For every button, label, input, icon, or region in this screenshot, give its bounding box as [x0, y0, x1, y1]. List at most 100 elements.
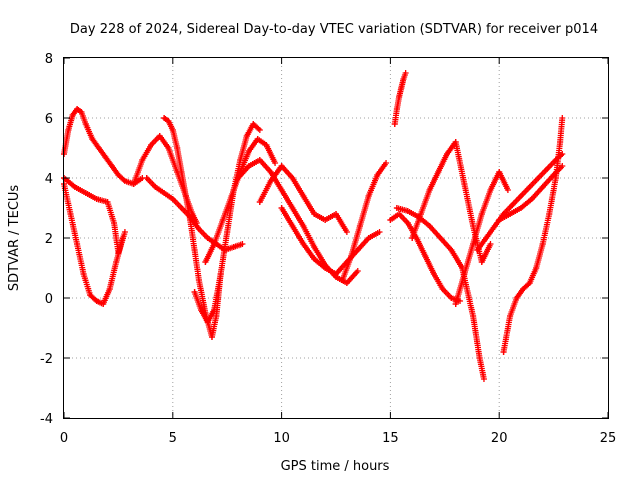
data-point [278, 163, 285, 169]
data-point [383, 160, 390, 166]
data-point [504, 187, 511, 193]
data-point [426, 187, 433, 193]
data-point [71, 184, 78, 190]
data-point [65, 127, 72, 133]
data-point [343, 229, 350, 235]
data-point [426, 223, 433, 229]
data-point [217, 271, 224, 277]
data-point [535, 175, 542, 181]
data-point [80, 271, 87, 277]
data-point [478, 211, 485, 217]
data-point [204, 235, 211, 241]
series-satellite-track-11 [278, 205, 383, 277]
data-point [169, 196, 176, 202]
data-point [219, 217, 226, 223]
data-point [202, 259, 209, 265]
data-point [491, 223, 498, 229]
series-satellite-track-5 [161, 115, 224, 340]
data-point [452, 301, 459, 307]
data-point [343, 280, 350, 286]
series-satellite-track-17 [452, 169, 511, 307]
series-satellite-track-19 [500, 115, 566, 355]
y-tick-label: 6 [45, 112, 53, 127]
data-point [526, 184, 533, 190]
data-point [139, 157, 146, 163]
data-point [93, 196, 100, 202]
data-point [333, 211, 339, 217]
data-point [187, 214, 194, 220]
data-point [396, 94, 403, 100]
data-point [520, 286, 527, 292]
data-point [198, 307, 205, 313]
data-point [387, 217, 394, 223]
data-point [250, 121, 257, 127]
series-satellite-track-1 [61, 106, 146, 187]
data-point [178, 169, 185, 175]
data-point [121, 229, 128, 235]
data-point [100, 301, 107, 307]
data-point [517, 193, 524, 199]
data-point [513, 295, 520, 301]
data-point [224, 229, 231, 235]
data-point [507, 313, 514, 319]
series-satellite-track-13 [391, 70, 409, 127]
data-point [409, 235, 416, 241]
data-point [393, 205, 400, 211]
data-point [256, 199, 263, 205]
y-tick-label: 2 [45, 232, 53, 247]
y-tick-label: -4 [40, 412, 53, 427]
x-tick-label: 0 [60, 431, 68, 446]
plot-frame [63, 57, 609, 419]
data-point [74, 106, 81, 112]
y-tick-label: 4 [45, 172, 53, 187]
data-point [208, 334, 215, 340]
series-markers [500, 117, 566, 355]
y-axis-label: SDTVAR / TECUs [7, 185, 22, 292]
data-point [500, 349, 507, 355]
data-point [278, 205, 285, 211]
data-point [300, 223, 307, 229]
data-point [544, 166, 551, 172]
data-point [517, 205, 524, 211]
data-point [148, 142, 155, 148]
data-point [102, 154, 109, 160]
data-point [267, 169, 274, 175]
data-point [182, 193, 189, 199]
data-point [256, 157, 263, 163]
series-satellite-track-6 [143, 175, 246, 253]
data-point [300, 241, 307, 247]
y-tick-label: 8 [45, 52, 53, 67]
data-point [165, 145, 172, 151]
data-point [254, 136, 261, 142]
data-point [348, 253, 355, 259]
data-point [478, 259, 485, 265]
data-point [178, 205, 185, 211]
series-satellite-track-10 [256, 163, 350, 235]
data-point [480, 376, 487, 382]
data-point [230, 244, 237, 250]
series-satellite-track-14 [387, 211, 464, 304]
grid [64, 58, 608, 418]
data-point [111, 220, 118, 226]
data-point [507, 211, 514, 217]
data-point [402, 70, 409, 76]
data-point [82, 190, 89, 196]
series-markers [61, 106, 144, 187]
x-tick-label: 10 [273, 431, 290, 446]
data-point [474, 247, 481, 253]
x-axis-label: GPS time / hours [281, 459, 390, 474]
series-satellite-track-12 [339, 160, 390, 283]
data-point [376, 229, 383, 235]
data-point [448, 295, 455, 301]
data-point [311, 211, 318, 217]
data-point [398, 85, 405, 91]
x-tick-label: 20 [491, 431, 508, 446]
data-point [476, 355, 483, 361]
x-tick-label: 15 [382, 431, 399, 446]
data-point [289, 175, 296, 181]
data-point [496, 169, 503, 175]
data-point [174, 145, 181, 151]
data-point [461, 181, 468, 187]
data-point [191, 247, 198, 253]
data-point [152, 184, 159, 190]
